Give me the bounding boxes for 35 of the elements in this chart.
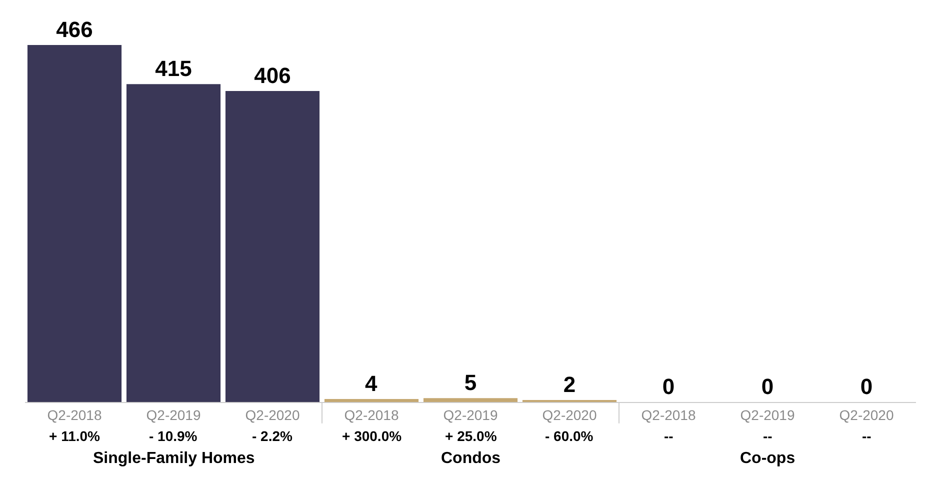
data-label: 406 bbox=[254, 62, 291, 88]
text: + 11.0% bbox=[49, 428, 101, 444]
x-tick-label: Q2-2018 bbox=[344, 406, 399, 423]
data-label: 466 bbox=[56, 17, 93, 42]
text: Condos bbox=[441, 450, 501, 467]
bar bbox=[225, 90, 320, 402]
text: -- bbox=[664, 428, 674, 444]
x-tick-label: Q2-2019 bbox=[443, 406, 498, 423]
data-label: 4 bbox=[365, 370, 378, 396]
data-label: 0 bbox=[662, 374, 675, 399]
bar bbox=[27, 45, 122, 402]
text: - 60.0% bbox=[545, 428, 594, 444]
x-tick-label: Q2-2018 bbox=[641, 406, 696, 423]
text: -- bbox=[763, 428, 773, 444]
data-label: 5 bbox=[464, 370, 477, 396]
x-tick-label: Q2-2020 bbox=[245, 406, 300, 423]
bar bbox=[324, 398, 419, 402]
data-label: 415 bbox=[155, 56, 192, 82]
x-tick-label: Q2-2020 bbox=[839, 406, 894, 423]
x-tick-label: Q2-2018 bbox=[47, 406, 102, 423]
data-label: 0 bbox=[860, 374, 873, 399]
text: - 10.9% bbox=[149, 428, 198, 444]
x-tick-label: Q2-2019 bbox=[146, 406, 201, 423]
text: Co-ops bbox=[740, 450, 796, 467]
text: + 300.0% bbox=[342, 428, 402, 444]
text: Single-Family Homes bbox=[93, 450, 255, 467]
bar bbox=[126, 84, 221, 402]
data-label: 2 bbox=[563, 372, 576, 397]
x-tick-label: Q2-2020 bbox=[542, 406, 597, 423]
bar bbox=[423, 398, 518, 402]
x-tick-label: Q2-2019 bbox=[740, 406, 795, 423]
text: - 2.2% bbox=[252, 428, 294, 444]
data-label: 0 bbox=[761, 374, 774, 399]
text: -- bbox=[862, 428, 872, 444]
text: + 25.0% bbox=[445, 428, 498, 444]
